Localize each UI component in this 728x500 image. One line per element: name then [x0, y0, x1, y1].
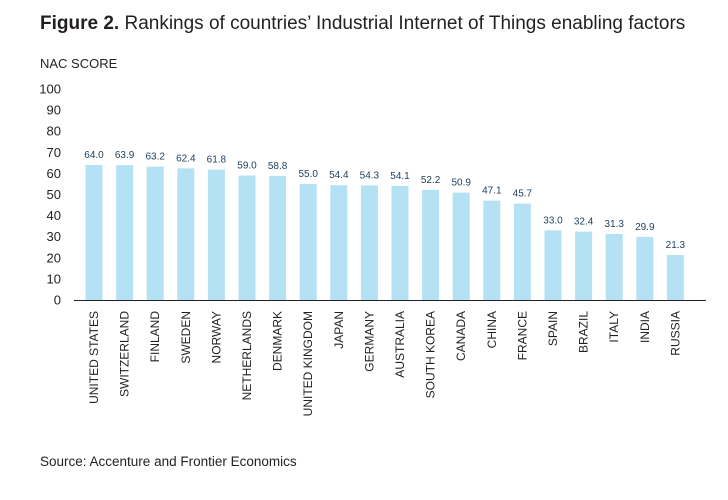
category-label: BRAZIL	[577, 311, 591, 353]
category-label: FRANCE	[515, 311, 529, 360]
bar-value-label: 47.1	[482, 186, 502, 197]
bar-value-label: 63.9	[115, 150, 135, 161]
bar-value-label: 21.3	[666, 240, 686, 251]
y-tick-label: 60	[47, 166, 61, 181]
category-label: AUSTRALIA	[393, 311, 407, 378]
category-label: RUSSIA	[668, 311, 682, 356]
bars	[85, 164, 684, 300]
bar-value-label: 55.0	[298, 169, 318, 180]
y-tick-label: 70	[47, 145, 61, 160]
bar	[636, 236, 654, 300]
category-labels: UNITED STATES SWITZERLAND FINLAND SWEDEN NOR…	[87, 311, 682, 417]
category-label: UNITED KINGDOM	[301, 311, 315, 416]
bar-value-label: 62.4	[176, 153, 196, 164]
category-label: CANADA	[454, 311, 468, 361]
bar-value-label: 54.1	[390, 171, 410, 182]
y-tick-label: 100	[39, 82, 61, 97]
bar	[360, 185, 378, 300]
y-axis-ticks: 0 10 20 30 40 50 60 70 80 90 100	[39, 82, 61, 308]
bar-value-label: 50.9	[451, 178, 471, 189]
bar	[207, 169, 225, 300]
category-label: INDIA	[638, 311, 652, 343]
y-tick-label: 50	[47, 187, 61, 202]
category-label: SPAIN	[546, 311, 560, 346]
bar	[146, 166, 164, 300]
bar	[544, 230, 562, 300]
value-labels: 64.0 63.9 63.2 62.4 61.8 59.0 58.8 55.0 54.4 54.3…	[84, 150, 685, 251]
bar	[330, 185, 348, 300]
bar-value-label: 63.2	[145, 152, 165, 163]
bar-value-label: 29.9	[635, 222, 655, 233]
bar	[605, 233, 623, 300]
y-tick-label: 20	[47, 250, 61, 265]
y-tick-label: 0	[54, 293, 61, 308]
bar-value-label: 45.7	[513, 189, 533, 200]
category-label: ITALY	[607, 311, 621, 343]
category-label: DENMARK	[271, 311, 285, 371]
y-tick-label: 30	[47, 229, 61, 244]
y-tick-label: 80	[47, 124, 61, 139]
bar	[85, 164, 103, 300]
bar-value-label: 59.0	[237, 161, 257, 172]
figure-title-text: Rankings of countries’ Industrial Intern…	[124, 13, 686, 34]
y-axis-title: NAC SCORE	[40, 56, 118, 71]
y-tick-label: 10	[47, 271, 61, 286]
figure-label: Figure 2.	[40, 13, 120, 34]
bar	[391, 185, 409, 300]
category-label: JAPAN	[332, 311, 346, 349]
bar	[116, 165, 134, 300]
bar	[238, 175, 256, 300]
category-label: FINLAND	[148, 311, 162, 363]
category-label: SWITZERLAND	[118, 311, 132, 397]
category-label: UNITED STATES	[87, 311, 101, 404]
bar	[483, 200, 501, 300]
y-tick-label: 90	[47, 103, 61, 118]
category-label: GERMANY	[362, 311, 376, 372]
bar	[299, 183, 317, 300]
bar	[422, 189, 440, 300]
category-label: SWEDEN	[179, 311, 193, 364]
bar	[177, 168, 195, 300]
y-tick-label: 40	[47, 208, 61, 223]
category-label: SOUTH KOREA	[424, 311, 438, 398]
bar	[452, 192, 470, 300]
figure-title: Figure 2. Rankings of countries’ Industr…	[40, 13, 685, 35]
bar-value-label: 33.0	[543, 215, 563, 226]
bar-value-label: 61.8	[207, 155, 227, 166]
category-label: NORWAY	[209, 311, 223, 363]
bar-value-label: 54.3	[360, 170, 380, 181]
bar	[666, 255, 684, 300]
bar	[575, 231, 593, 300]
bar-value-label: 32.4	[574, 217, 594, 228]
category-label: CHINA	[485, 311, 499, 348]
bar-value-label: 58.8	[268, 161, 288, 172]
bar	[513, 203, 531, 300]
source-note: Source: Accenture and Frontier Economics	[40, 454, 297, 469]
category-label: NETHERLANDS	[240, 311, 254, 400]
bar-value-label: 52.2	[421, 175, 441, 186]
bar-value-label: 64.0	[84, 150, 104, 161]
bar-value-label: 54.4	[329, 170, 349, 181]
bar-value-label: 31.3	[604, 219, 624, 230]
bar	[269, 175, 287, 300]
